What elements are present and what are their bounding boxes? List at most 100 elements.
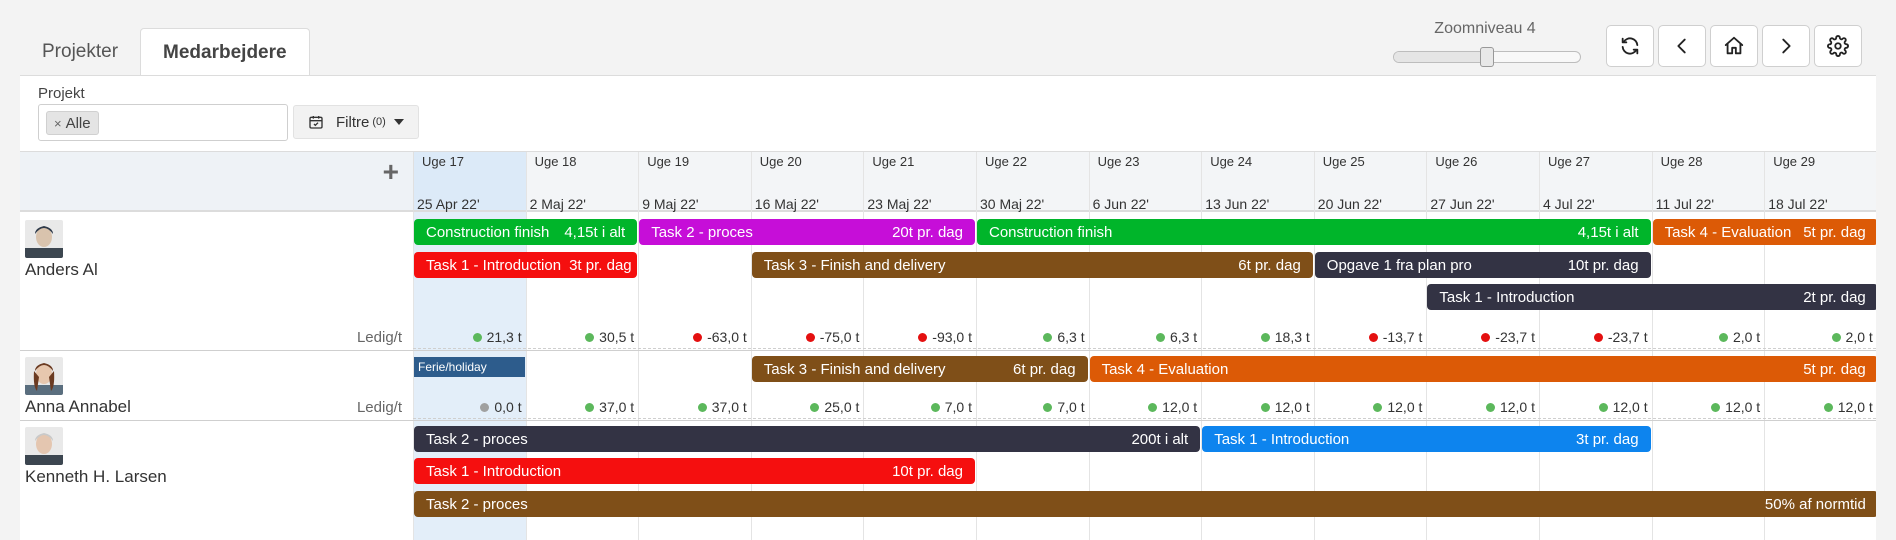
availability-value: 25,0 t xyxy=(753,399,859,415)
week-date: 13 Jun 22' xyxy=(1205,196,1270,212)
task-bar[interactable]: Task 1 - Introduction 3t pr. dag xyxy=(414,252,638,278)
status-dot xyxy=(1260,333,1270,342)
week-number: Uge 17 xyxy=(422,154,464,169)
task-allocation: 4,15t i alt xyxy=(1577,223,1639,241)
availability-value: 2,0 t xyxy=(1766,329,1873,345)
task-allocation: 50% af normtid xyxy=(1764,495,1866,513)
task-allocation: 200t i alt xyxy=(1131,430,1189,448)
status-dot xyxy=(585,333,595,342)
add-employee-button[interactable]: + xyxy=(382,156,399,187)
availability-value: -13,7 t xyxy=(1316,329,1422,345)
row-separator xyxy=(413,418,1876,419)
row-separator xyxy=(413,348,1876,349)
tab-medarbejdere[interactable]: Medarbejdere xyxy=(140,28,310,76)
zoom-slider-handle[interactable] xyxy=(1480,47,1494,67)
week-column: Uge 23 6 Jun 22' xyxy=(1088,152,1202,540)
week-number: Uge 21 xyxy=(872,154,915,169)
availability-value: 12,0 t xyxy=(1316,399,1423,415)
status-dot xyxy=(1593,333,1603,342)
employee-name[interactable]: Kenneth H. Larsen xyxy=(25,467,167,486)
availability-hours: 18,3 t xyxy=(1274,329,1310,345)
availability-value: 6,3 t xyxy=(1091,329,1198,345)
week-column: Uge 29 18 Jul 22' xyxy=(1764,152,1876,540)
project-select[interactable]: × Alle xyxy=(38,104,288,141)
availability-value: -23,7 t xyxy=(1428,329,1535,345)
task-bar[interactable]: Task 2 - proces 50% af normtid xyxy=(414,491,1876,517)
availability-value: -75,0 t xyxy=(753,329,859,345)
task-allocation: 10t pr. dag xyxy=(1567,256,1639,274)
home-button[interactable] xyxy=(1710,25,1758,67)
availability-hours: 7,0 t xyxy=(944,399,972,415)
availability-hours: -23,7 t xyxy=(1607,329,1648,345)
settings-button[interactable] xyxy=(1814,25,1862,67)
task-bar[interactable]: Task 1 - Introduction 2t pr. dag xyxy=(1427,284,1876,310)
week-column: Uge 19 9 Maj 22' xyxy=(638,152,751,540)
status-dot xyxy=(1711,403,1721,412)
week-number: Uge 27 xyxy=(1548,154,1590,169)
week-date: 23 Maj 22' xyxy=(867,196,932,212)
week-date: 30 Maj 22' xyxy=(980,196,1045,212)
availability-value: 18,3 t xyxy=(1203,329,1310,345)
availability-hours: 0,0 t xyxy=(494,399,522,415)
week-column: Uge 27 4 Jul 22' xyxy=(1539,152,1652,540)
week-number: Uge 29 xyxy=(1773,154,1816,169)
refresh-icon xyxy=(1621,37,1639,55)
zoom-slider[interactable] xyxy=(1393,47,1581,67)
week-date: 27 Jun 22' xyxy=(1430,196,1495,212)
task-label: Task 3 - Finish and delivery xyxy=(763,360,946,378)
caret-down-icon xyxy=(393,119,404,125)
task-bar[interactable]: Task 3 - Finish and delivery 6t pr. dag xyxy=(751,252,1313,278)
week-date: 16 Maj 22' xyxy=(754,196,819,212)
availability-hours: 37,0 t xyxy=(599,399,635,415)
week-header: Uge 25 20 Jun 22' xyxy=(1314,152,1427,212)
task-bar[interactable]: Task 1 - Introduction 3t pr. dag xyxy=(1202,426,1651,452)
employee-name[interactable]: Anna Annabel xyxy=(25,397,131,416)
task-bar[interactable]: Task 4 - Evaluation 5t pr. dag xyxy=(1089,356,1876,382)
task-bar[interactable]: Task 4 - Evaluation 5t pr. dag xyxy=(1652,219,1876,245)
refresh-button[interactable] xyxy=(1606,25,1654,67)
availability-hours: 6,3 t xyxy=(1169,329,1198,345)
week-date: 6 Jun 22' xyxy=(1092,196,1149,212)
remove-tag-icon[interactable]: × xyxy=(54,115,62,131)
availability-value: 7,0 t xyxy=(865,399,972,415)
status-dot xyxy=(1481,333,1491,342)
week-number: Uge 18 xyxy=(534,154,577,169)
week-header: Uge 20 16 Maj 22' xyxy=(751,152,864,212)
task-label: Task 1 - Introduction xyxy=(1439,288,1575,306)
week-header: Uge 17 25 Apr 22' xyxy=(414,152,526,212)
task-bar[interactable]: Task 1 - Introduction 10t pr. dag xyxy=(414,458,975,484)
task-bar[interactable]: Task 2 - proces 200t i alt xyxy=(414,426,1201,452)
gantt-corner-header: + xyxy=(20,152,414,212)
task-bar[interactable]: Task 3 - Finish and delivery 6t pr. dag xyxy=(751,356,1088,382)
task-bar[interactable]: Construction finish 4,15t i alt xyxy=(414,219,638,245)
tab-projekter[interactable]: Projekter xyxy=(42,41,119,62)
next-button[interactable] xyxy=(1762,25,1810,67)
task-label: Construction finish xyxy=(426,223,550,241)
task-bar[interactable]: Task 2 - proces 20t pr. dag xyxy=(639,219,975,245)
availability-hours: 12,0 t xyxy=(1725,399,1761,415)
task-bar[interactable]: Opgave 1 fra plan pro 10t pr. dag xyxy=(1314,252,1651,278)
availability-hours: 21,3 t xyxy=(486,329,522,345)
week-header: Uge 18 2 Maj 22' xyxy=(526,152,639,212)
task-bar[interactable]: Ferie/holiday xyxy=(414,357,525,377)
task-label: Task 1 - Introduction xyxy=(1214,430,1350,448)
status-dot xyxy=(1485,403,1495,412)
week-number: Uge 23 xyxy=(1097,154,1140,169)
employee-name[interactable]: Anders Al xyxy=(25,260,98,279)
previous-button[interactable] xyxy=(1658,25,1706,67)
week-column: Uge 26 27 Jun 22' xyxy=(1426,152,1539,540)
filter-count: (0) xyxy=(372,116,386,128)
availability-hours: 12,0 t xyxy=(1387,399,1423,415)
availability-hours: 7,0 t xyxy=(1057,399,1085,415)
week-date: 4 Jul 22' xyxy=(1543,196,1595,212)
filter-dropdown-button[interactable]: Filtre (0) xyxy=(293,105,419,139)
availability-value: 12,0 t xyxy=(1766,399,1873,415)
week-date: 2 Maj 22' xyxy=(529,196,586,212)
task-label: Task 4 - Evaluation xyxy=(1101,360,1229,378)
availability-hours: 12,0 t xyxy=(1837,399,1873,415)
task-allocation: 6t pr. dag xyxy=(1013,360,1076,378)
week-header: Uge 22 30 Maj 22' xyxy=(977,152,1089,212)
week-header: Uge 21 23 Maj 22' xyxy=(864,152,976,212)
chevron-left-icon xyxy=(1677,38,1686,54)
task-bar[interactable]: Construction finish 4,15t i alt xyxy=(977,219,1651,245)
